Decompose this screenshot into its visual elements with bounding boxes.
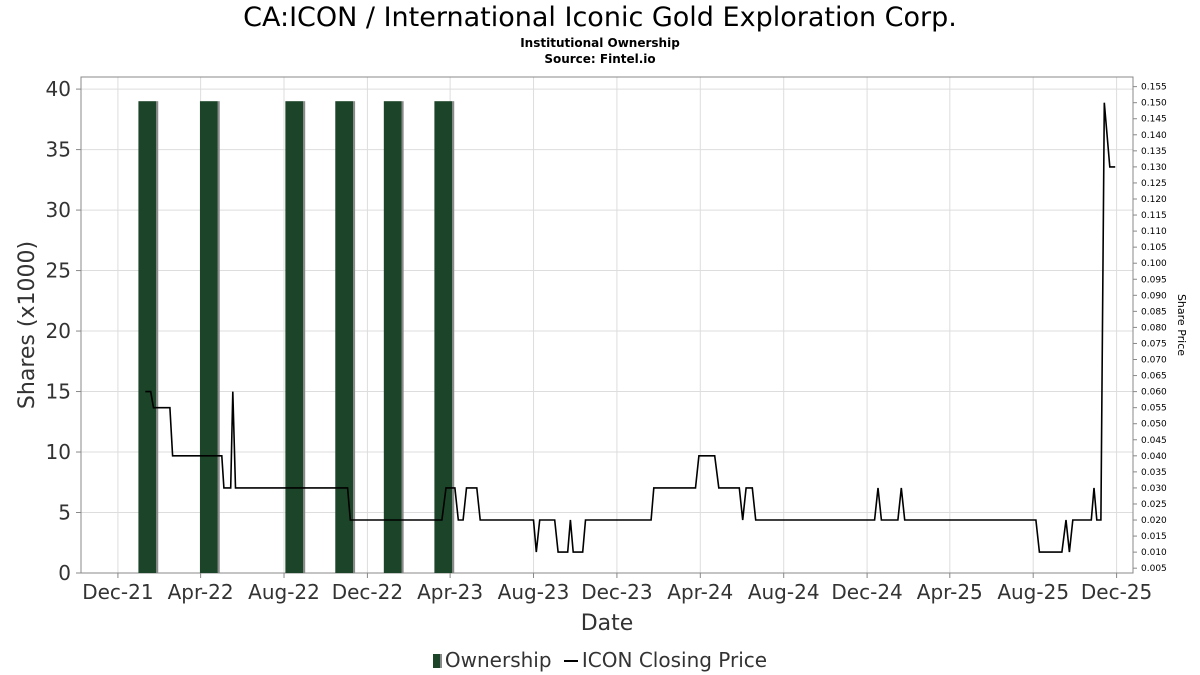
chart-title: CA:ICON / International Iconic Gold Expl…: [243, 2, 957, 33]
ownership-bar-shadow: [353, 101, 356, 573]
ownership-bar-shadow: [156, 101, 159, 573]
y-tick-label: 20: [46, 319, 71, 343]
y2-tick-label: 0.035: [1141, 468, 1167, 478]
chart-source: Source: Fintel.io: [544, 52, 656, 66]
ownership-bar: [199, 101, 218, 573]
ownership-bar: [383, 101, 402, 573]
y2-tick-label: 0.140: [1141, 131, 1167, 141]
y-tick-label: 15: [46, 380, 71, 404]
legend-label-price: ICON Closing Price: [581, 647, 768, 672]
y2-tick-label: 0.125: [1141, 179, 1167, 189]
legend-label-ownership: Ownership: [444, 647, 552, 672]
ownership-swatch-icon: [432, 654, 442, 668]
y-tick-label: 25: [46, 259, 71, 283]
y2-tick-label: 0.010: [1141, 548, 1167, 558]
ownership-bar: [434, 101, 453, 573]
price-line-layer: [145, 102, 1116, 553]
y2-tick-label: 0.020: [1141, 516, 1167, 526]
price-line: [145, 102, 1116, 553]
y2-tick-label: 0.005: [1141, 564, 1167, 574]
ownership-bar: [285, 101, 304, 573]
x-tick-label: Dec-22: [332, 580, 403, 604]
y2-tick-label: 0.085: [1141, 307, 1167, 317]
legend: Ownership ICON Closing Price: [0, 646, 1200, 672]
y-tick-label: 5: [58, 501, 71, 525]
y2-tick-label: 0.145: [1141, 115, 1167, 125]
x-tick-label: Dec-21: [82, 580, 153, 604]
y2-tick-label: 0.150: [1141, 99, 1167, 109]
y2-tick-label: 0.075: [1141, 339, 1167, 349]
x-tick-label: Apr-24: [667, 580, 733, 604]
y-tick-label: 10: [46, 440, 71, 464]
y2-tick-label: 0.095: [1141, 275, 1167, 285]
y2-tick-label: 0.115: [1141, 211, 1167, 221]
x-tick-label: Dec-24: [831, 580, 902, 604]
ownership-bar: [335, 101, 354, 573]
y2-tick-label: 0.110: [1141, 227, 1167, 237]
grid: [81, 77, 1133, 574]
chart-subtitle: Institutional Ownership: [520, 36, 680, 50]
y2-tick-label: 0.040: [1141, 452, 1167, 462]
y2-tick-label: 0.070: [1141, 356, 1167, 366]
plot-area: [80, 76, 1134, 574]
y2-tick-label: 0.015: [1141, 532, 1167, 542]
price-swatch-icon: [563, 660, 578, 662]
y2-tick-label: 0.030: [1141, 484, 1167, 494]
x-axis-title: Date: [581, 611, 634, 636]
x-tick-label: Apr-22: [168, 580, 234, 604]
y2-tick-label: 0.065: [1141, 372, 1167, 382]
x-tick-label: Aug-23: [498, 580, 570, 604]
x-tick-label: Apr-23: [417, 580, 483, 604]
y-tick-label: 40: [46, 77, 71, 101]
y2-tick-label: 0.090: [1141, 291, 1167, 301]
x-tick-label: Aug-22: [248, 580, 320, 604]
y2-tick-label: 0.130: [1141, 163, 1167, 173]
y-axis-title: Shares (x1000): [15, 241, 40, 409]
x-tick-label: Aug-24: [748, 580, 820, 604]
y2-tick-label: 0.155: [1141, 83, 1167, 93]
y2-tick-label: 0.100: [1141, 259, 1167, 269]
y2-tick-label: 0.120: [1141, 195, 1167, 205]
y2-tick-label: 0.105: [1141, 243, 1167, 253]
y2-axis-title: Share Price: [1175, 294, 1188, 356]
x-tick-label: Dec-23: [581, 580, 652, 604]
legend-item-ownership: Ownership: [432, 647, 552, 672]
ownership-bar: [138, 101, 157, 573]
y-tick-label: 35: [46, 138, 71, 162]
y2-tick-label: 0.135: [1141, 147, 1167, 157]
ownership-bar-shadow: [401, 101, 404, 573]
x-tick-label: Dec-25: [1081, 580, 1152, 604]
axes: 0 5 10 15 20 25 30 35 40 0.005 0.010 0.015 0.020 0.02…: [15, 77, 1188, 636]
y2-tick-label: 0.050: [1141, 420, 1167, 430]
y2-tick-label: 0.045: [1141, 436, 1167, 446]
ownership-bar-shadow: [217, 101, 220, 573]
y2-tick-label: 0.060: [1141, 388, 1167, 398]
ownership-bars: [138, 101, 455, 573]
ownership-bar-shadow: [452, 101, 455, 573]
y2-tick-label: 0.025: [1141, 500, 1167, 510]
ownership-bar-shadow: [303, 101, 306, 573]
y2-tick-label: 0.080: [1141, 323, 1167, 333]
legend-item-price: ICON Closing Price: [558, 648, 767, 672]
y-tick-label: 30: [46, 198, 71, 222]
x-tick-label: Apr-25: [917, 580, 983, 604]
y2-tick-label: 0.055: [1141, 404, 1167, 414]
y-tick-label: 0: [58, 561, 71, 585]
x-tick-label: Aug-25: [997, 580, 1069, 604]
